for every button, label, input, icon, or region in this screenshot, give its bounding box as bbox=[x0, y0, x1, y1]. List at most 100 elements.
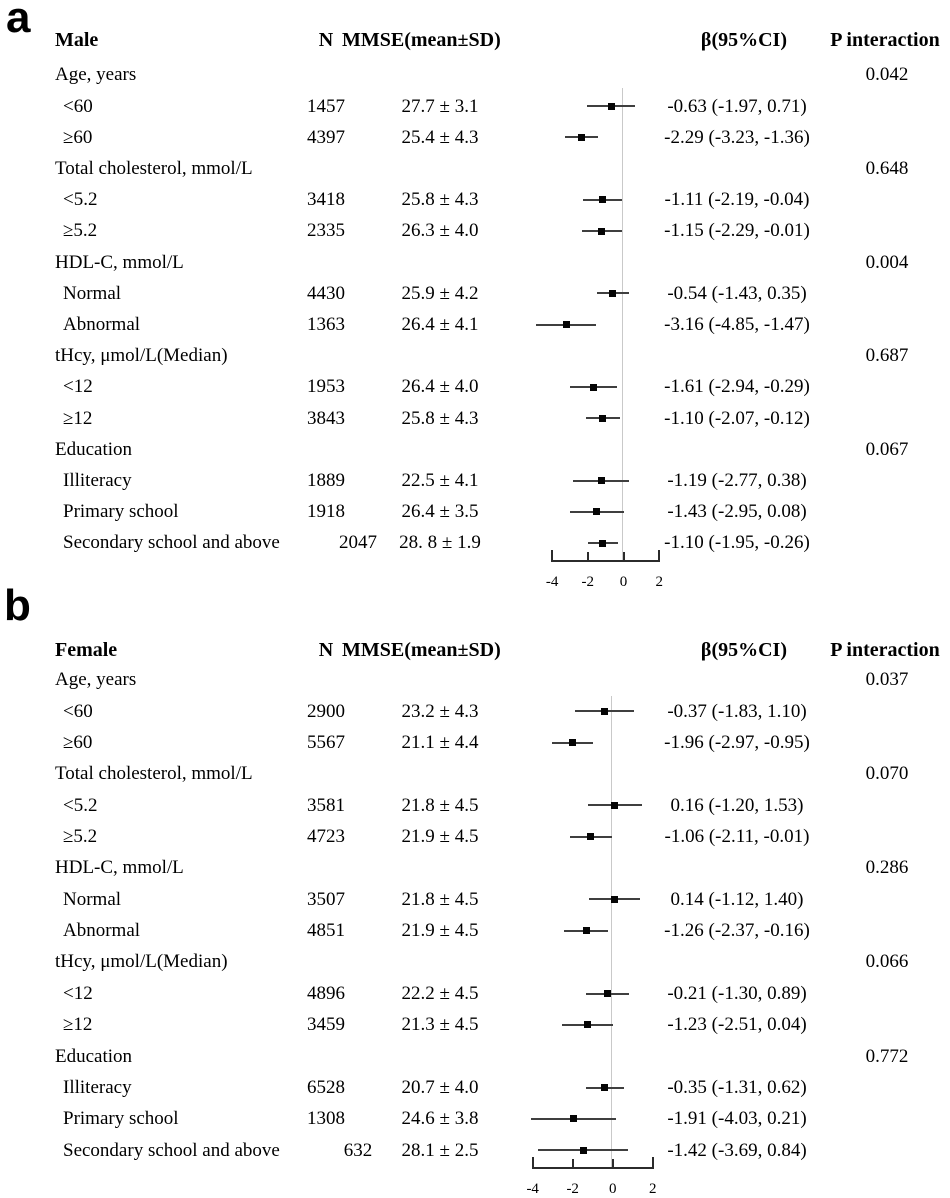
mmse-value: 21.1 ± 4.4 bbox=[401, 732, 479, 754]
point-estimate-marker bbox=[600, 707, 608, 715]
n-value: 632 bbox=[343, 1139, 373, 1161]
n-value: 3581 bbox=[307, 794, 345, 816]
n-value: 3459 bbox=[307, 1014, 345, 1036]
x-axis bbox=[531, 1167, 654, 1169]
mmse-value: 22.5 ± 4.1 bbox=[401, 470, 479, 491]
mmse-value: 26.4 ± 4.1 bbox=[401, 314, 479, 335]
n-value: 4397 bbox=[307, 126, 345, 148]
table-row: Normal 4430 25.9 ± 4.2 -0.54 (-1.43, 0.35) bbox=[0, 278, 950, 309]
p-interaction-value: 0.648 bbox=[865, 158, 909, 179]
column-header-mmse: MMSE(mean±SD) bbox=[342, 639, 501, 661]
mmse-value: 21.9 ± 4.5 bbox=[401, 920, 479, 942]
point-estimate-marker bbox=[607, 102, 615, 110]
x-axis-tick-label: 0 bbox=[608, 1181, 617, 1197]
beta-ci-value: 0.14 (-1.12, 1.40) bbox=[670, 888, 804, 910]
point-estimate-marker bbox=[597, 477, 605, 485]
table-row: <12 4896 22.2 ± 4.5 -0.21 (-1.30, 0.89) bbox=[0, 978, 950, 1009]
x-axis-tick-label: -2 bbox=[581, 574, 595, 590]
panel-a-header-row: Male N MMSE(mean±SD) β(95%CI) P interact… bbox=[0, 24, 950, 56]
column-header-p-interaction: P interaction bbox=[830, 29, 940, 51]
mmse-value: 26.4 ± 4.0 bbox=[401, 376, 479, 398]
mmse-value: 28.1 ± 2.5 bbox=[401, 1139, 479, 1161]
beta-ci-value: -1.23 (-2.51, 0.04) bbox=[667, 1014, 807, 1036]
table-row: HDL-C, mmol/L 0.286 bbox=[0, 852, 950, 883]
row-label: ≥60 bbox=[63, 732, 93, 754]
row-label: Education bbox=[55, 1045, 133, 1067]
mmse-value: 21.3 ± 4.5 bbox=[401, 1014, 479, 1036]
mmse-value: 26.4 ± 3.5 bbox=[401, 501, 479, 523]
beta-ci-value: -1.06 (-2.11, -0.01) bbox=[664, 826, 810, 848]
n-value: 1889 bbox=[307, 470, 345, 491]
row-label: ≥5.2 bbox=[63, 220, 98, 242]
beta-ci-value: -1.19 (-2.77, 0.38) bbox=[667, 470, 807, 491]
point-estimate-marker bbox=[583, 1021, 591, 1029]
x-axis-tick bbox=[571, 1159, 574, 1167]
n-value: 4723 bbox=[307, 826, 345, 848]
column-header-n: N bbox=[318, 29, 334, 51]
p-interaction-value: 0.004 bbox=[865, 251, 909, 273]
table-row: <60 1457 27.7 ± 3.1 -0.63 (-1.97, 0.71) bbox=[0, 91, 950, 122]
row-label: Illiteracy bbox=[63, 470, 132, 491]
beta-ci-value: -1.96 (-2.97, -0.95) bbox=[664, 732, 810, 754]
point-estimate-marker bbox=[593, 508, 601, 516]
beta-ci-value: -1.91 (-4.03, 0.21) bbox=[667, 1108, 807, 1130]
point-estimate-marker bbox=[599, 414, 607, 422]
table-row: Primary school 1308 24.6 ± 3.8 -1.91 (-4.03… bbox=[0, 1103, 950, 1134]
n-value: 4851 bbox=[307, 920, 345, 942]
column-header-beta-ci: β(95%CI) bbox=[700, 29, 787, 51]
p-interaction-value: 0.687 bbox=[865, 345, 909, 367]
point-estimate-marker bbox=[599, 539, 607, 547]
beta-ci-value: -1.43 (-2.95, 0.08) bbox=[667, 501, 807, 523]
beta-ci-value: -1.61 (-2.94, -0.29) bbox=[664, 376, 810, 398]
table-row: Illiteracy 1889 22.5 ± 4.1 -1.19 (-2.77, 0.… bbox=[0, 465, 950, 496]
table-row: HDL-C, mmol/L 0.004 bbox=[0, 247, 950, 278]
x-axis-tick bbox=[658, 550, 661, 560]
row-label: ≥12 bbox=[63, 407, 93, 429]
row-label: Education bbox=[55, 438, 133, 460]
beta-ci-value: -1.11 (-2.19, -0.04) bbox=[664, 189, 810, 211]
p-interaction-value: 0.070 bbox=[865, 763, 909, 785]
beta-ci-value: -0.37 (-1.83, 1.10) bbox=[667, 700, 807, 722]
point-estimate-marker bbox=[590, 383, 598, 391]
row-label: <5.2 bbox=[63, 189, 98, 211]
point-estimate-marker bbox=[569, 739, 576, 747]
x-axis bbox=[551, 560, 661, 562]
table-row: Secondary school and above 632 28.1 ± 2.5 -… bbox=[0, 1135, 950, 1166]
table-row: ≥5.2 4723 21.9 ± 4.5 -1.06 (-2.11, -0.01) bbox=[0, 821, 950, 852]
mmse-value: 25.9 ± 4.2 bbox=[401, 282, 479, 304]
beta-ci-value: -1.10 (-2.07, -0.12) bbox=[664, 407, 810, 429]
x-axis-tick-label: 2 bbox=[648, 1181, 657, 1197]
beta-ci-value: -3.16 (-4.85, -1.47) bbox=[664, 314, 810, 335]
column-header-beta-ci: β(95%CI) bbox=[700, 639, 787, 661]
beta-ci-value: -0.21 (-1.30, 0.89) bbox=[667, 982, 807, 1004]
point-estimate-marker bbox=[578, 133, 586, 141]
table-row: ≥12 3459 21.3 ± 4.5 -1.23 (-2.51, 0.04) bbox=[0, 1009, 950, 1040]
x-axis-tick-label: -4 bbox=[526, 1181, 539, 1197]
n-value: 3418 bbox=[307, 189, 345, 211]
mmse-value: 26.3 ± 4.0 bbox=[401, 220, 479, 242]
mmse-value: 21.9 ± 4.5 bbox=[401, 826, 479, 848]
table-row: Total cholesterol, mmol/L 0.070 bbox=[0, 758, 950, 789]
table-row: Primary school 1918 26.4 ± 3.5 -1.43 (-2.95… bbox=[0, 496, 950, 527]
table-row: Abnormal 4851 21.9 ± 4.5 -1.26 (-2.37, -0.1… bbox=[0, 915, 950, 946]
n-value: 2900 bbox=[307, 700, 345, 722]
table-row: <5.2 3418 25.8 ± 4.3 -1.11 (-2.19, -0.04) bbox=[0, 184, 950, 215]
row-label: Primary school bbox=[63, 1108, 179, 1130]
n-value: 2335 bbox=[307, 220, 345, 242]
x-axis-tick-label: 0 bbox=[619, 574, 628, 590]
beta-ci-value: -1.15 (-2.29, -0.01) bbox=[664, 220, 810, 242]
row-label: Normal bbox=[63, 888, 122, 910]
p-interaction-value: 0.286 bbox=[865, 857, 909, 879]
row-label: Age, years bbox=[55, 669, 137, 691]
n-value: 1457 bbox=[307, 95, 345, 117]
row-label: ≥12 bbox=[63, 1014, 93, 1036]
row-label: <60 bbox=[63, 95, 93, 117]
row-label: HDL-C, mmol/L bbox=[55, 857, 184, 879]
point-estimate-marker bbox=[609, 289, 617, 297]
x-axis-tick bbox=[531, 1157, 534, 1167]
n-value: 3507 bbox=[307, 888, 345, 910]
panel-label-a: a bbox=[6, 0, 31, 42]
row-label: Normal bbox=[63, 282, 122, 304]
n-value: 2047 bbox=[339, 532, 377, 554]
beta-ci-value: -1.26 (-2.37, -0.16) bbox=[664, 920, 810, 942]
